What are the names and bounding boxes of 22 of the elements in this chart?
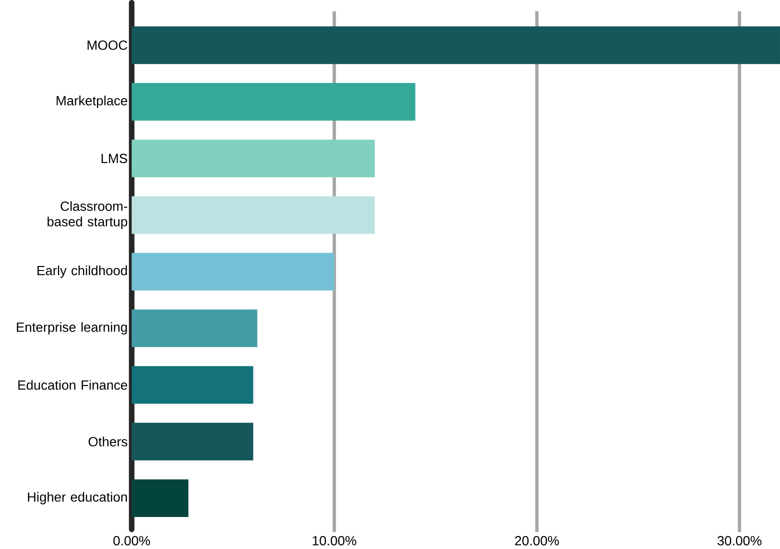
- x-tick-label: 0.00%: [113, 536, 150, 546]
- bar: [132, 26, 780, 64]
- x-tick-label: 20.00%: [515, 536, 559, 546]
- y-tick-label: MOOC: [88, 40, 128, 50]
- bar: [132, 422, 254, 460]
- x-tick-label: 30.00%: [718, 536, 762, 546]
- bar: [132, 140, 375, 178]
- y-tick-label: LMS: [102, 154, 128, 164]
- y-tick-label: Education Finance: [18, 380, 128, 390]
- y-tick-label: Enterprise learning: [16, 322, 127, 334]
- y-tick-label: Higher education: [28, 492, 127, 504]
- bar: [132, 309, 258, 348]
- y-tick-label: Early childhood: [38, 265, 127, 278]
- bar: [132, 366, 254, 404]
- y-tick-label: Others: [88, 436, 128, 446]
- x-tick-label: 10.00%: [312, 536, 356, 546]
- bar: [132, 196, 375, 234]
- y-tick-label: Classroom-based startup: [48, 201, 128, 229]
- bar: [132, 252, 334, 290]
- bar: [132, 479, 188, 517]
- y-tick-label: Marketplace: [56, 96, 128, 108]
- bar: [132, 82, 416, 121]
